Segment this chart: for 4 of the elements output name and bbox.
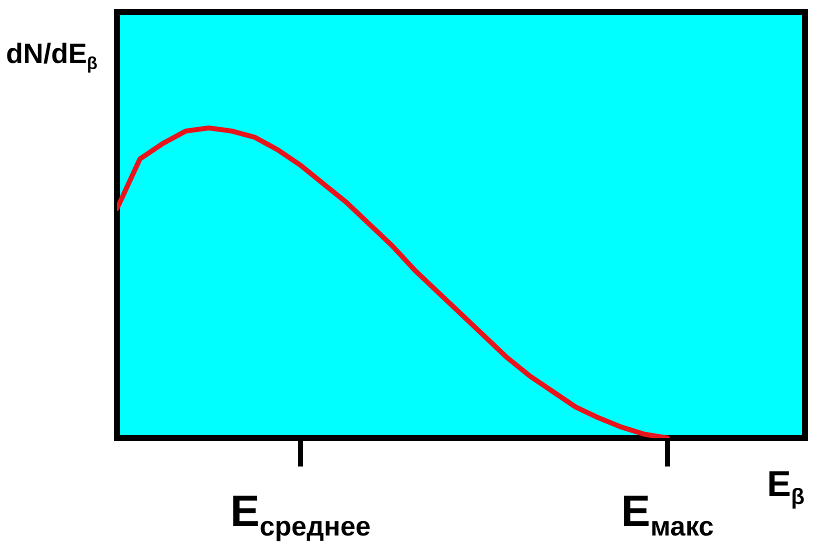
- y-axis-title: dN/dE$_{β}$: [6, 38, 98, 74]
- x-axis-title: E$_{β}$: [767, 463, 805, 509]
- x-tick-label: E$_{макс}$: [620, 487, 714, 542]
- x-tick-label: E$_{среднее}$: [230, 487, 371, 542]
